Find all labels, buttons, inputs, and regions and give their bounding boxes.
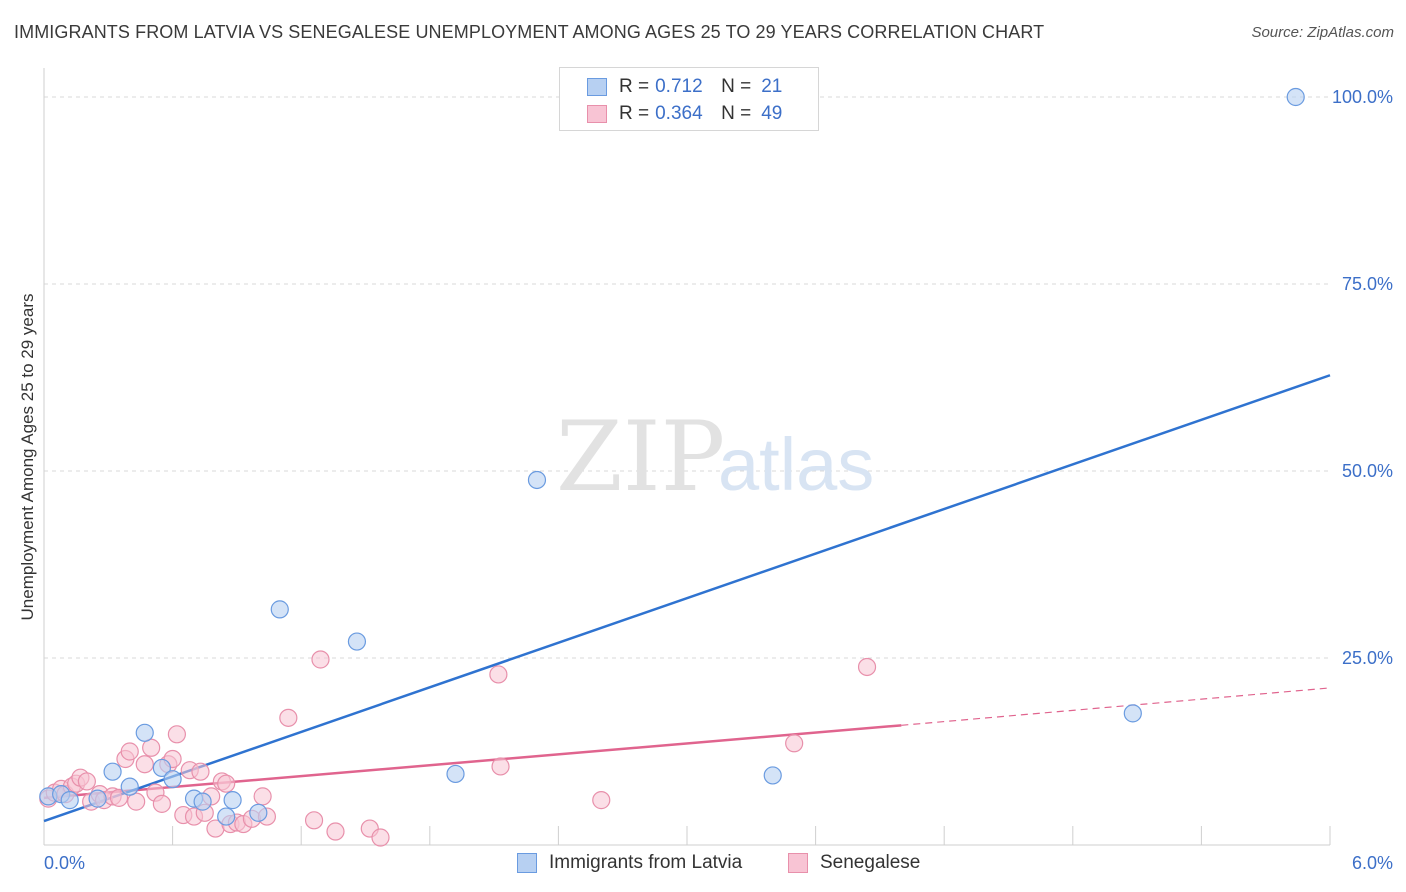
senegalese-point	[371, 828, 390, 847]
series-swatch-latvia	[517, 853, 537, 873]
senegalese-point	[785, 734, 804, 753]
legend-swatch-latvia	[587, 78, 607, 96]
latvia-point	[120, 777, 139, 796]
chart-title: IMMIGRANTS FROM LATVIA VS SENEGALESE UNE…	[14, 22, 1045, 42]
x-tick-label: 6.0%	[1352, 853, 1393, 873]
senegalese-trend-line	[43, 724, 902, 800]
senegalese-point	[120, 742, 139, 761]
series-label-latvia: Immigrants from Latvia	[549, 852, 743, 873]
legend-r-label: R =	[619, 103, 650, 124]
series-label-senegalese: Senegalese	[820, 852, 921, 873]
senegalese-point	[489, 665, 508, 684]
senegalese-point	[304, 811, 324, 830]
latvia-points	[39, 87, 1305, 826]
latvia-point	[1123, 704, 1142, 723]
senegalese-point	[109, 788, 129, 807]
y-tick-labels: 25.0% 50.0% 75.0% 100.0%	[1332, 87, 1393, 668]
x-tick-labels: 0.0% 6.0%	[44, 853, 1393, 873]
series-legend-senegalese[interactable]: Senegalese	[788, 852, 920, 874]
latvia-point	[446, 764, 465, 784]
legend-swatch-senegalese	[587, 105, 607, 123]
latvia-point	[163, 770, 182, 789]
senegalese-point	[191, 762, 210, 781]
latvia-point	[193, 792, 212, 811]
watermark: ZIP atlas	[556, 401, 874, 513]
legend-row-senegalese: R = 0.364 N = 49	[560, 101, 782, 127]
y-axis-title: Unemployment Among Ages 25 to 29 years	[18, 294, 37, 621]
trend-lines	[43, 374, 1331, 823]
source-label: Source: ZipAtlas.com	[1251, 24, 1394, 41]
correlation-legend: R = 0.712 N = 21 R = 0.364 N = 49	[559, 67, 819, 131]
senegalese-trend-dashed	[901, 687, 1331, 726]
senegalese-point	[253, 787, 272, 806]
series-legend-latvia[interactable]: Immigrants from Latvia	[517, 852, 742, 874]
watermark-zip: ZIP	[556, 401, 725, 513]
senegalese-point	[491, 757, 510, 776]
latvia-point	[223, 791, 242, 810]
series-swatch-senegalese	[788, 853, 808, 873]
latvia-point	[60, 791, 79, 810]
senegalese-point	[311, 650, 330, 669]
y-tick-label: 100.0%	[1332, 87, 1393, 107]
legend-r-value: 0.364	[655, 103, 703, 124]
senegalese-point	[77, 772, 96, 791]
senegalese-point	[167, 725, 186, 744]
gridlines	[44, 96, 1330, 659]
senegalese-point	[857, 657, 877, 677]
legend-n-label: N =	[721, 103, 752, 124]
senegalese-point	[152, 794, 171, 813]
latvia-point	[152, 758, 171, 778]
latvia-point	[88, 789, 107, 808]
senegalese-point	[142, 738, 161, 757]
legend-n-label: N =	[721, 76, 752, 97]
senegalese-point	[135, 755, 154, 774]
latvia-point	[1286, 87, 1305, 107]
axes	[43, 68, 1331, 846]
y-tick-label: 75.0%	[1342, 274, 1393, 294]
latvia-point	[763, 766, 782, 785]
y-tick-label: 50.0%	[1342, 461, 1393, 481]
latvia-point	[217, 807, 236, 826]
legend-n-value: 49	[761, 103, 783, 124]
latvia-point	[103, 762, 122, 781]
watermark-atlas: atlas	[718, 423, 874, 506]
legend-n-value: 21	[761, 76, 783, 97]
latvia-point	[347, 632, 367, 651]
senegalese-point	[592, 791, 611, 810]
legend-r-label: R =	[619, 76, 650, 97]
latvia-trend-line	[43, 374, 1331, 823]
senegalese-points	[39, 650, 877, 847]
y-tick-label: 25.0%	[1342, 648, 1393, 668]
series-legend: Immigrants from Latvia Senegalese	[0, 852, 1406, 878]
latvia-point	[249, 803, 268, 822]
senegalese-point	[326, 822, 345, 841]
x-tick-label: 0.0%	[44, 853, 85, 873]
senegalese-point	[217, 774, 236, 793]
legend-r-value: 0.712	[655, 76, 703, 97]
senegalese-point	[127, 792, 146, 811]
latvia-point	[270, 600, 289, 619]
latvia-point	[527, 470, 547, 490]
senegalese-point	[279, 708, 298, 727]
latvia-point	[135, 723, 154, 742]
legend-row-latvia: R = 0.712 N = 21	[560, 74, 782, 100]
